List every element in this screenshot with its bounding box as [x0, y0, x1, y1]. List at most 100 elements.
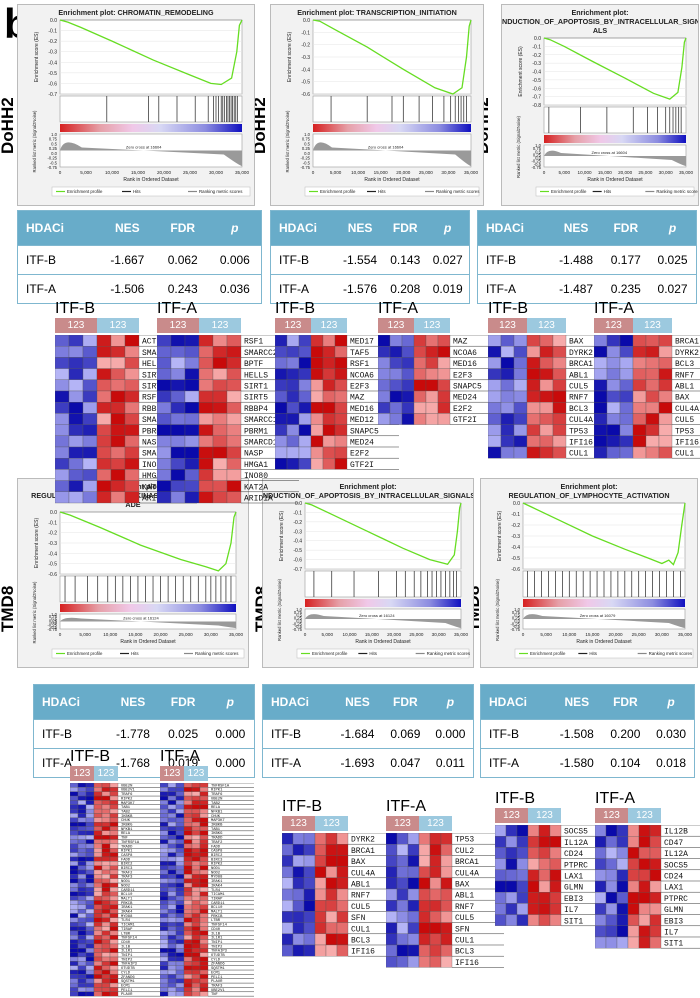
heatmap-cell — [110, 435, 126, 448]
heatmap-cell — [199, 791, 209, 797]
heatmap-cell — [552, 402, 567, 414]
heatmap-cell — [645, 379, 660, 392]
heatmap-cell — [160, 848, 169, 853]
heatmap-cell — [619, 390, 634, 403]
heatmap-cell — [199, 922, 209, 927]
rank-tick-label: 0.5 — [514, 613, 520, 618]
x-tick-label: 20,000 — [154, 632, 168, 637]
heatmap-cell — [175, 930, 185, 936]
heatmap-cell — [68, 357, 84, 369]
gene-label: RBBP4 — [142, 405, 166, 414]
heatmap-cell — [437, 335, 451, 347]
heatmap-cell — [292, 855, 305, 867]
heatmap-cell — [184, 458, 200, 470]
heatmap-cell — [198, 368, 214, 380]
heatmap-cell — [616, 825, 629, 837]
stats-cell: ITF-A — [270, 274, 337, 304]
heatmap-cell — [413, 346, 427, 358]
gene-label: SNAPC5 — [350, 427, 379, 436]
heatmap-cell — [101, 895, 111, 901]
heatmap-cell — [191, 887, 201, 892]
heatmap-cell — [389, 335, 403, 347]
heatmap-cell — [191, 982, 201, 988]
y-tick-label: -0.1 — [48, 29, 57, 35]
y-tick-label: -0.3 — [293, 529, 302, 535]
gene-label: IL7 — [664, 929, 679, 938]
heatmap-cell — [183, 861, 193, 866]
stats-cell: -1.667 — [97, 245, 157, 275]
y-tick-label: -0.6 — [511, 567, 520, 573]
rank-tick-label: -0.5 — [513, 624, 521, 629]
heatmap-cell — [500, 390, 515, 403]
gene-label: ABL1 — [675, 383, 694, 392]
gene-label: BRCA1 — [351, 847, 375, 856]
heatmap-cell — [516, 847, 529, 859]
stats-cell: ITF-A — [17, 274, 98, 304]
stats-cell: -1.488 — [549, 245, 603, 275]
heatmap-title: ITF-A — [378, 300, 418, 317]
gene-label: TRAF6 — [121, 793, 133, 797]
heatmap-cell — [109, 982, 119, 988]
heatmap-cell — [516, 880, 529, 893]
heatmap-cell — [77, 891, 87, 897]
y-tick-label: -0.2 — [301, 43, 310, 49]
heatmap-cell — [93, 913, 103, 918]
heatmap-cell — [157, 491, 172, 504]
gene-label: IKBKB — [121, 815, 133, 819]
gene-label: TRADD — [121, 845, 133, 849]
heatmap-cell — [437, 346, 451, 358]
x-tick-label: 15,000 — [128, 632, 142, 637]
heatmap-cell — [638, 925, 651, 938]
heatmap-cell — [93, 813, 103, 818]
heatmap-cell — [157, 357, 172, 369]
gene-label: IKBKB — [211, 824, 223, 828]
y-tick-label: -0.4 — [48, 551, 57, 557]
heatmap-cell — [199, 952, 209, 958]
heatmap-cell — [378, 379, 391, 392]
heatmap-cell — [605, 847, 618, 859]
heatmap-cell — [310, 335, 324, 347]
heatmap-cell — [594, 435, 608, 448]
heatmap-cell — [429, 900, 442, 912]
gene-label: NOD1 — [121, 880, 131, 884]
heatmap-cell — [96, 413, 112, 425]
heatmap-cell — [619, 435, 634, 448]
heatmap-cell — [627, 880, 640, 893]
gene-label: TRADD — [211, 837, 223, 841]
gene-label: BCL3 — [675, 360, 694, 369]
gene-label: IL1R1 — [121, 950, 133, 954]
heatmap-cell — [538, 880, 551, 893]
heatmap-cell — [389, 379, 403, 392]
gene-label: SIRT5 — [244, 394, 268, 403]
heatmap-cell — [500, 446, 515, 459]
heatmap-cell — [93, 895, 103, 901]
heatmap-cell — [85, 826, 95, 831]
gene-label: MALT1 — [121, 897, 133, 901]
heatmap-cell — [407, 833, 420, 845]
gene-label: IFI16 — [351, 948, 375, 957]
heatmap-cell — [157, 390, 172, 403]
stats-header-row: HDACi NES FDR p — [33, 684, 255, 720]
heatmap-cell — [401, 413, 415, 425]
heatmap-cell — [167, 813, 177, 818]
heatmap-cell — [160, 913, 169, 918]
y-tick-label: -0.1 — [532, 44, 541, 50]
x-tick-label: 35,000 — [229, 632, 243, 637]
heatmap-cell — [175, 917, 185, 923]
gene-label: RNF7 — [569, 394, 588, 403]
heatmap-cell — [418, 844, 431, 856]
heatmap-cell — [500, 435, 515, 448]
gene-label: FADD — [121, 858, 131, 862]
legend-label: Hits — [369, 651, 377, 656]
y-tick-label: -0.1 — [48, 520, 57, 526]
heatmap-cell — [437, 413, 451, 425]
stats-header-cell: FDR — [602, 210, 650, 246]
heatmap-cell — [526, 402, 541, 414]
heatmap-cell — [286, 379, 300, 392]
heatmap-cell — [191, 926, 201, 932]
heatmap-cell — [55, 435, 70, 448]
heatmap-cell — [440, 956, 453, 968]
heatmap-cell — [378, 402, 391, 414]
heatmap-cell — [594, 402, 608, 414]
heatmap-cell — [191, 865, 201, 871]
